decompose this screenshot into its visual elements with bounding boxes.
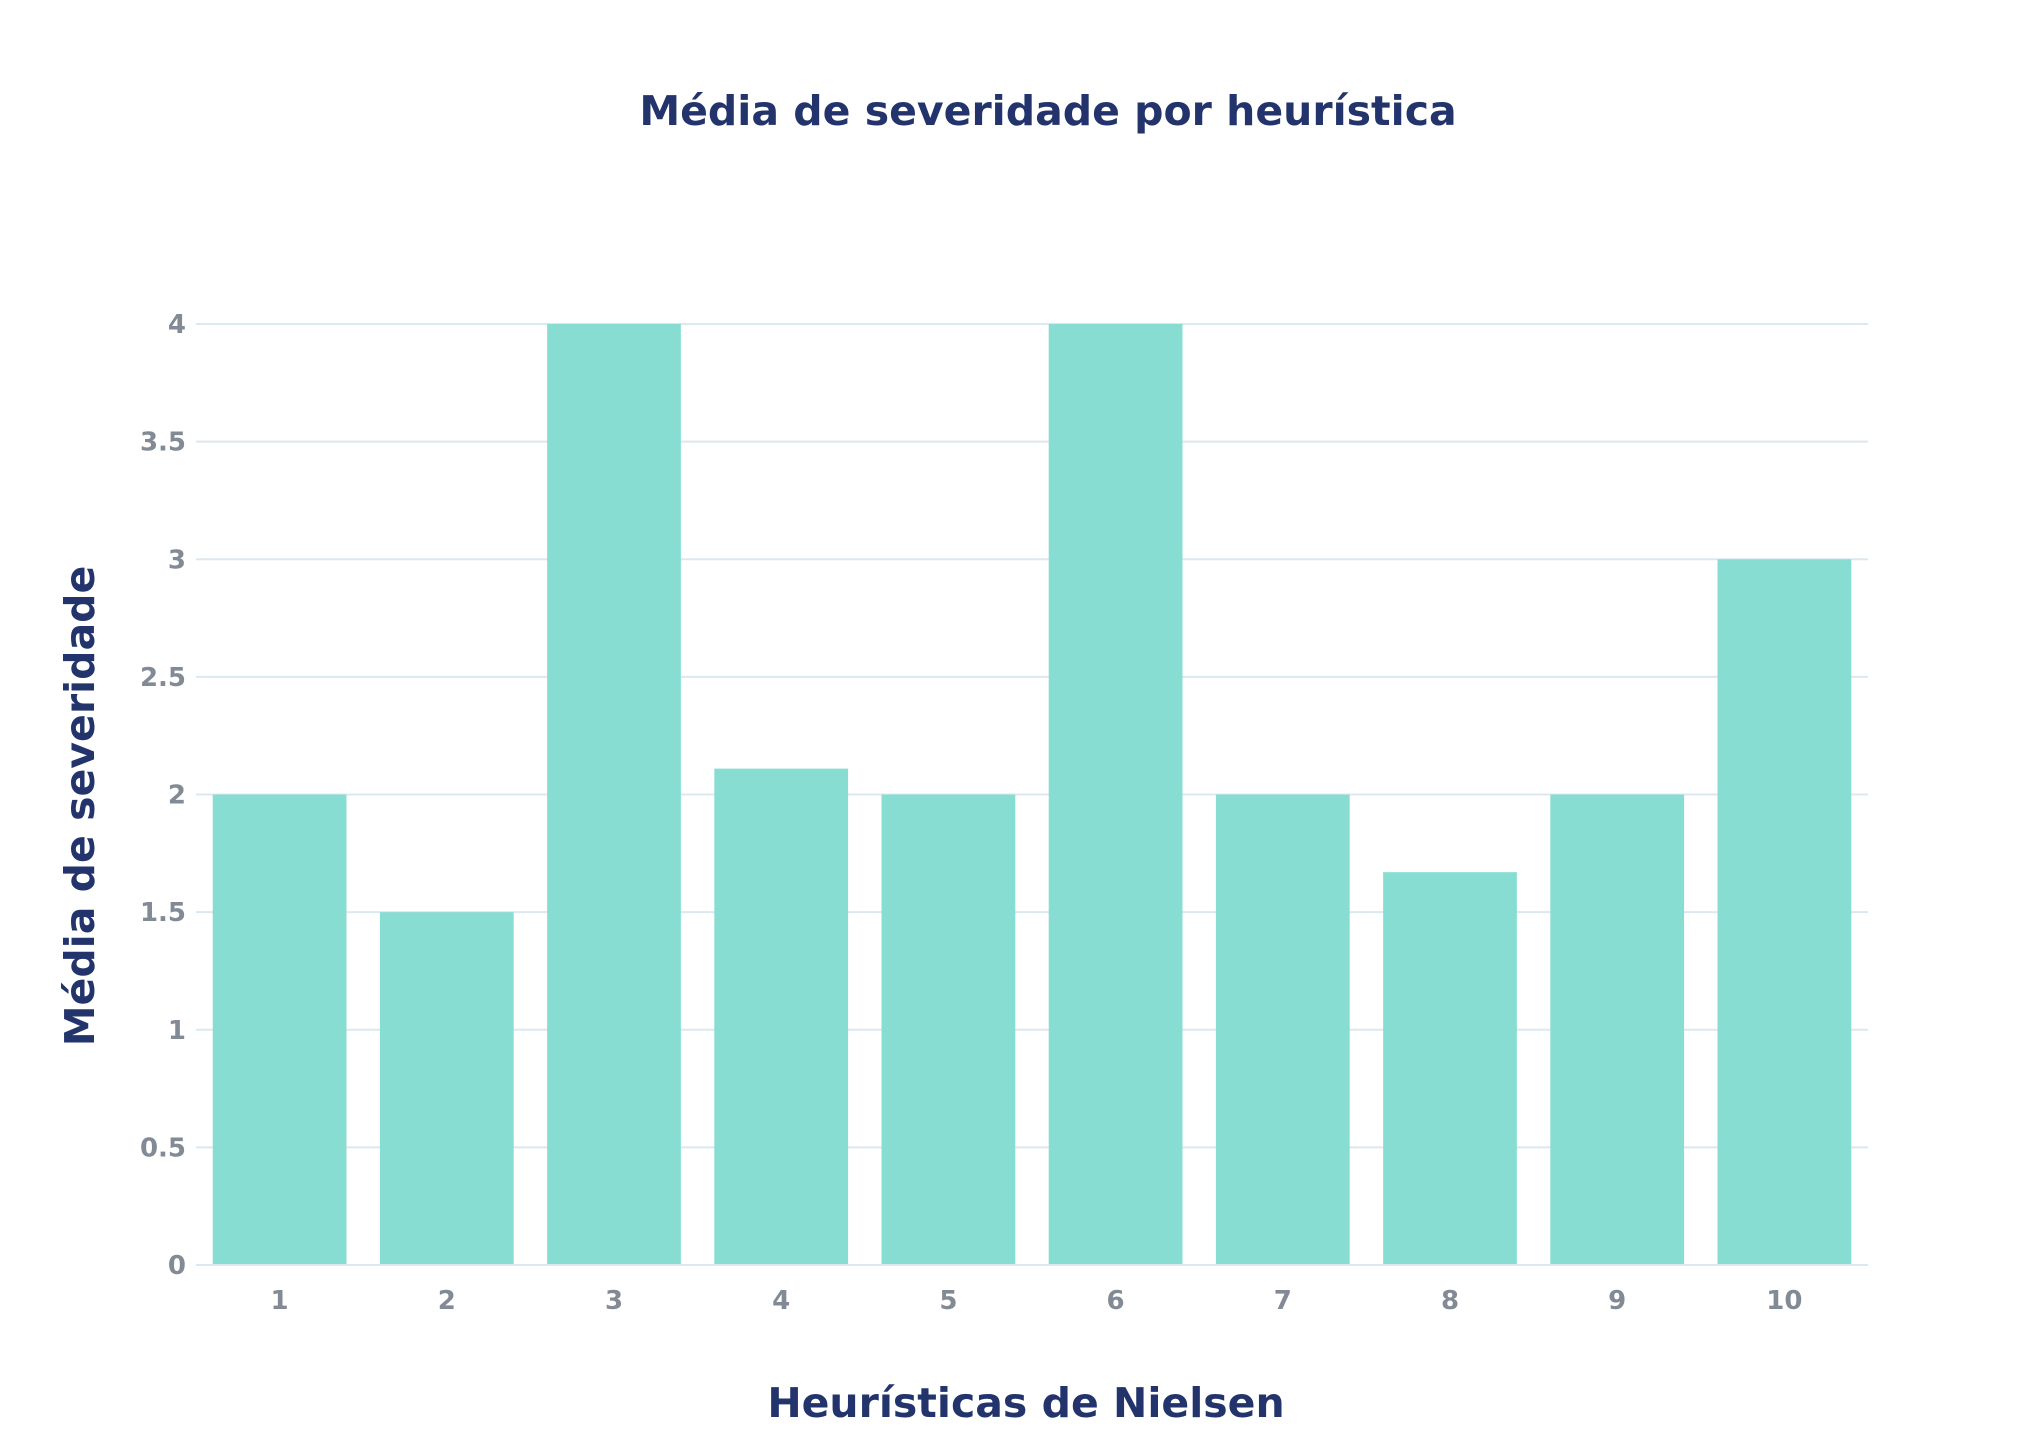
bar-2 — [379, 912, 514, 1265]
y-tick-label: 2 — [168, 781, 186, 811]
y-tick-label: 4 — [168, 310, 186, 340]
y-tick-label: 0.5 — [140, 1133, 186, 1163]
bar-8 — [1383, 872, 1517, 1265]
bar-1 — [212, 794, 347, 1265]
bar-6 — [1048, 324, 1183, 1265]
x-tick-label: 5 — [939, 1286, 957, 1316]
x-tick-label: 8 — [1441, 1286, 1459, 1316]
bar-7 — [1215, 794, 1350, 1265]
y-tick-label: 0 — [168, 1251, 186, 1281]
y-tick-label: 1 — [168, 1016, 186, 1046]
y-axis-title: Média de severidade — [56, 566, 104, 1047]
x-tick-label: 10 — [1766, 1286, 1802, 1316]
x-tick-label: 6 — [1107, 1286, 1125, 1316]
bar-10 — [1717, 559, 1852, 1265]
x-tick-label: 3 — [605, 1286, 623, 1316]
chart-title: Média de severidade por heurística — [639, 87, 1456, 135]
x-tick-label: 4 — [772, 1286, 790, 1316]
bars — [212, 324, 1852, 1265]
bar-5 — [881, 794, 1016, 1265]
x-tick-label: 2 — [438, 1286, 456, 1316]
x-tick-label: 9 — [1608, 1286, 1626, 1316]
x-tick-label: 1 — [271, 1286, 289, 1316]
x-axis-title: Heurísticas de Nielsen — [767, 1379, 1284, 1427]
x-axis-ticks: 1 2 3 4 5 6 7 8 9 10 — [271, 1286, 1803, 1316]
bar-4 — [714, 768, 849, 1265]
y-tick-label: 2.5 — [140, 663, 186, 693]
y-axis-ticks: 0 0.5 1 1.5 2 2.5 3 3.5 4 — [140, 310, 186, 1281]
x-tick-label: 7 — [1274, 1286, 1292, 1316]
bar-3 — [547, 324, 681, 1265]
y-tick-label: 3.5 — [140, 428, 186, 458]
y-tick-label: 1.5 — [140, 898, 186, 928]
y-tick-label: 3 — [168, 545, 186, 575]
bar-9 — [1550, 794, 1685, 1265]
